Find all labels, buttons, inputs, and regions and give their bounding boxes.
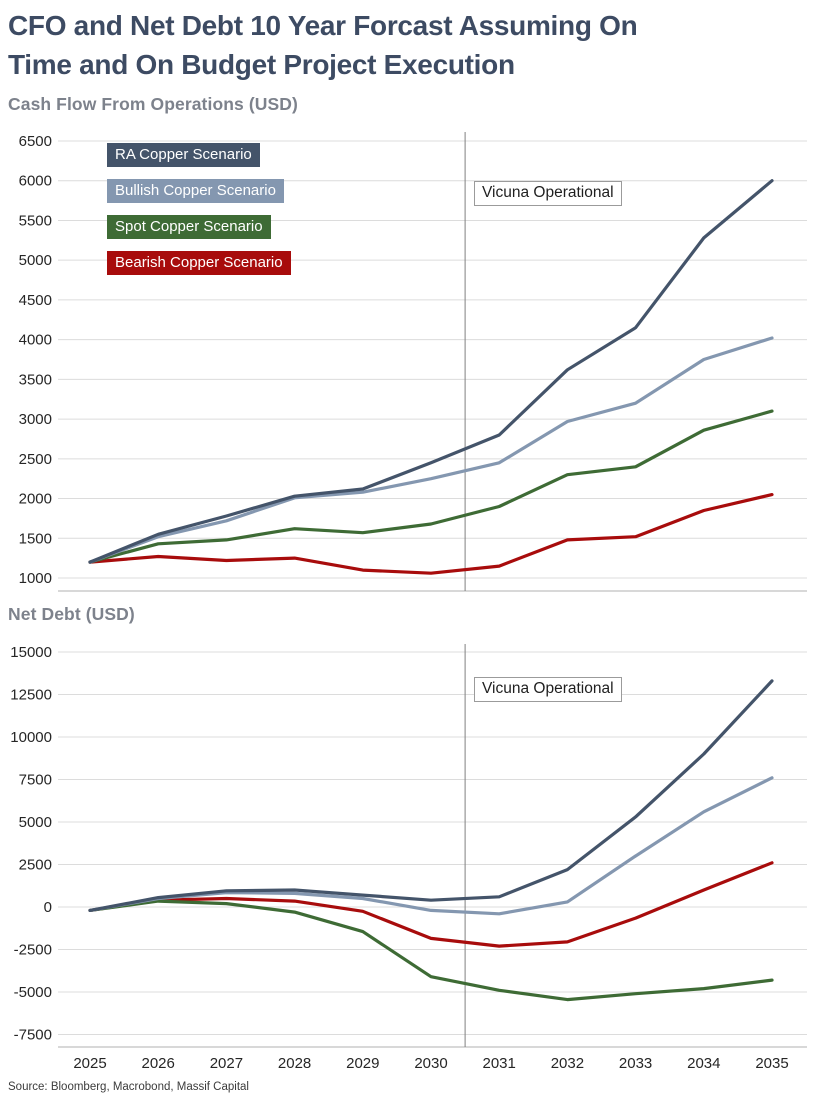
y-tick-label: -7500 (14, 1027, 52, 1044)
series-line-bearish-copper-scenario (88, 861, 774, 948)
legend-chip-bullish-copper: Bullish Copper Scenario (107, 179, 284, 203)
series-line-ra-copper-scenario (88, 179, 774, 564)
y-tick-label: 0 (44, 899, 52, 916)
page-title-line2: Time and On Budget Project Execution (8, 49, 515, 80)
annotation-label-cfo: Vicuna Operational (474, 181, 622, 206)
y-tick-label: 2500 (19, 857, 52, 874)
y-tick-label: 15000 (10, 644, 52, 661)
netdebt-line-chart: 15000 12500 10000 7500 5000 2500 0 -2500 -5000 -7… (10, 644, 807, 1072)
x-tick-label: 2034 (687, 1055, 720, 1072)
x-tick-label: 2029 (346, 1055, 379, 1072)
y-tick-label: 4500 (19, 292, 52, 309)
netdebt-chart-title: Net Debt (USD) (8, 604, 135, 624)
legend-chip-bearish-copper: Bearish Copper Scenario (107, 251, 291, 275)
cfo-chart-title: Cash Flow From Operations (USD) (8, 94, 298, 114)
x-tick-label: 2028 (278, 1055, 311, 1072)
legend-item-ra-copper: RA Copper Scenario (107, 143, 291, 167)
source-note: Source: Bloomberg, Macrobond, Massif Cap… (8, 1081, 249, 1093)
x-tick-label: 2035 (755, 1055, 788, 1072)
series-line-bearish-copper-scenario (88, 493, 774, 575)
page-title-line1: CFO and Net Debt 10 Year Forcast Assumin… (8, 10, 638, 41)
y-tick-label: 5000 (19, 252, 52, 269)
cfo-line-chart: 6500 6000 5500 5000 4500 4000 3500 3000 2500 2000… (19, 132, 807, 592)
y-tick-label: 1500 (19, 530, 52, 547)
y-tick-label: 1000 (19, 570, 52, 587)
y-tick-label: 3000 (19, 411, 52, 428)
y-tick-label: 7500 (19, 772, 52, 789)
legend-item-spot-copper: Spot Copper Scenario (107, 215, 291, 239)
y-tick-label: 2500 (19, 451, 52, 468)
y-tick-label: 12500 (10, 687, 52, 704)
series-line-spot-copper-scenario (88, 409, 774, 564)
y-tick-label: 6500 (19, 133, 52, 150)
y-tick-label: 10000 (10, 729, 52, 746)
legend-item-bearish-copper: Bearish Copper Scenario (107, 251, 291, 275)
legend-chip-ra-copper: RA Copper Scenario (107, 143, 260, 167)
x-tick-label: 2031 (483, 1055, 516, 1072)
x-tick-label: 2030 (414, 1055, 447, 1072)
x-tick-label: 2032 (551, 1055, 584, 1072)
series-line-bullish-copper-scenario (88, 336, 774, 564)
y-tick-label: 2000 (19, 491, 52, 508)
legend-chip-spot-copper: Spot Copper Scenario (107, 215, 271, 239)
legend: RA Copper Scenario Bullish Copper Scenar… (107, 143, 291, 287)
y-tick-label: -2500 (14, 942, 52, 959)
y-tick-label: 6000 (19, 173, 52, 190)
x-tick-label: 2025 (73, 1055, 106, 1072)
series-line-spot-copper-scenario (88, 899, 774, 1002)
annotation-label-netdebt: Vicuna Operational (474, 677, 622, 702)
page-title: CFO and Net Debt 10 Year Forcast Assumin… (8, 6, 798, 84)
legend-item-bullish-copper: Bullish Copper Scenario (107, 179, 291, 203)
y-tick-label: 3500 (19, 371, 52, 388)
x-tick-label: 2026 (142, 1055, 175, 1072)
series-line-ra-copper-scenario (88, 679, 774, 912)
y-tick-label: 5500 (19, 212, 52, 229)
y-tick-label: 4000 (19, 332, 52, 349)
x-tick-label: 2033 (619, 1055, 652, 1072)
x-tick-label: 2027 (210, 1055, 243, 1072)
y-tick-label: 5000 (19, 814, 52, 831)
y-tick-label: -5000 (14, 984, 52, 1001)
